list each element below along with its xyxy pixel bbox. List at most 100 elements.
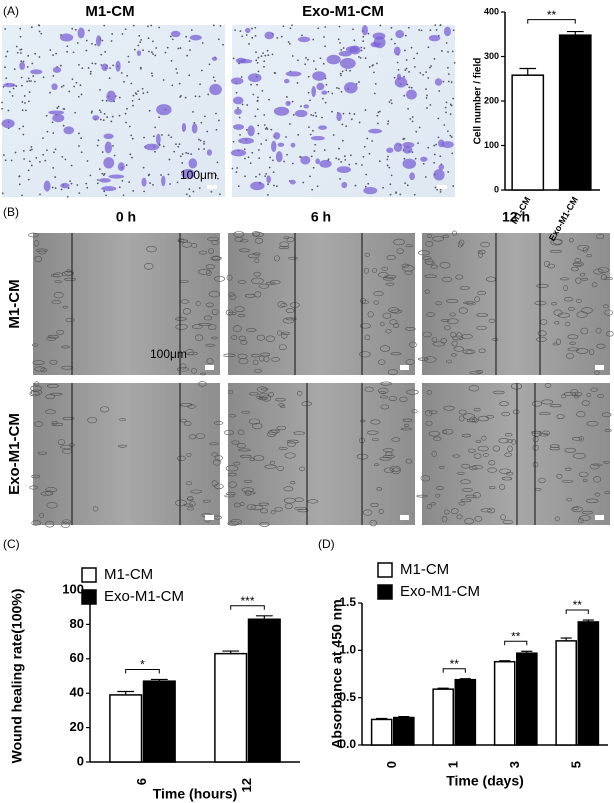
speck (162, 79, 165, 81)
speck (272, 159, 274, 162)
speck (72, 51, 75, 54)
micrograph (422, 233, 610, 375)
cell (595, 327, 602, 334)
speck (5, 77, 8, 80)
cell (202, 499, 211, 503)
speck (287, 41, 290, 43)
speck (341, 70, 344, 73)
speck (147, 25, 149, 28)
scale-bar (595, 515, 604, 520)
cell (61, 519, 72, 524)
cell (238, 448, 251, 452)
cell (382, 312, 392, 319)
speck (30, 146, 33, 148)
cell (278, 344, 287, 351)
cell (155, 133, 161, 145)
speck (118, 114, 121, 117)
cell (45, 520, 55, 528)
speck (158, 116, 160, 119)
speck (32, 75, 35, 77)
speck (198, 187, 201, 189)
cell (40, 367, 47, 373)
cell (542, 430, 550, 436)
legend-swatch (81, 589, 97, 605)
speck (184, 96, 187, 99)
speck (52, 75, 55, 77)
legend-swatch (377, 562, 393, 578)
speck (258, 157, 261, 160)
speck (254, 115, 257, 118)
cell (189, 500, 196, 507)
speck (368, 152, 371, 155)
speck (203, 148, 206, 150)
speck (91, 110, 93, 113)
speck (121, 179, 124, 182)
speck (181, 162, 184, 164)
speck (137, 44, 140, 47)
cell (276, 425, 287, 431)
speck (382, 186, 385, 189)
cell (61, 345, 70, 349)
cell (477, 251, 483, 258)
cell (579, 515, 591, 522)
cell (315, 158, 321, 165)
cell (477, 415, 490, 422)
cell (241, 487, 255, 493)
speck (8, 91, 11, 93)
speck (258, 173, 261, 176)
speck (386, 158, 389, 161)
cell (553, 309, 563, 316)
cell (174, 499, 187, 507)
speck (341, 123, 344, 126)
scale-bar (205, 515, 214, 520)
cell (586, 253, 592, 258)
cell (563, 285, 568, 291)
cell (586, 393, 592, 398)
significance-label: ** (511, 629, 521, 643)
cell (549, 404, 562, 408)
cell (362, 509, 373, 516)
speck (390, 99, 392, 102)
cell (252, 359, 259, 366)
cell (404, 327, 416, 331)
cell (273, 132, 281, 140)
speck (206, 130, 209, 133)
speck (127, 55, 130, 58)
cell (499, 484, 506, 490)
cell (389, 465, 401, 472)
cell (435, 301, 443, 306)
speck (190, 29, 193, 31)
panel-label: (B) (3, 205, 19, 219)
y-tick-label: 60 (70, 650, 84, 665)
cell (592, 463, 603, 467)
speck (444, 106, 447, 109)
cell (402, 265, 415, 272)
cell (416, 494, 428, 498)
speck (316, 185, 319, 188)
cell (376, 487, 383, 491)
speck (204, 115, 206, 118)
cell (184, 421, 192, 427)
speck (170, 136, 173, 139)
cell (205, 343, 215, 347)
speck (207, 93, 210, 96)
cell (445, 359, 453, 364)
speck (62, 124, 65, 127)
cell (552, 238, 563, 245)
cell (534, 300, 547, 306)
speck (446, 130, 449, 133)
cell (273, 106, 290, 116)
bar (109, 694, 143, 763)
y-axis-title: Wound healing rate(100%) (9, 589, 25, 764)
scale-bar (207, 185, 217, 189)
speck (376, 62, 378, 65)
cell (460, 463, 471, 469)
y-tick-label: 200 (484, 95, 499, 105)
x-axis-title: Time (days) (446, 773, 524, 789)
cell (230, 149, 247, 157)
speck (21, 101, 24, 103)
speck (422, 73, 425, 76)
speck (437, 117, 440, 120)
cell (590, 387, 598, 392)
